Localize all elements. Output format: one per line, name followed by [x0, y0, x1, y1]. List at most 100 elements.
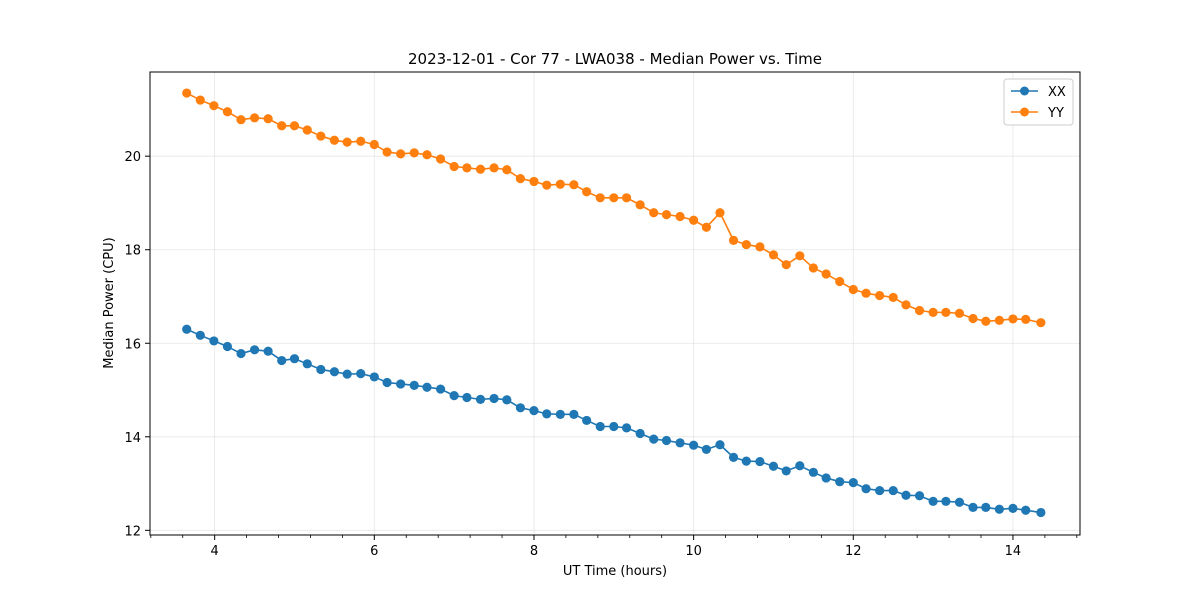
data-point-xx — [382, 377, 392, 388]
data-point-xx — [277, 355, 287, 366]
data-point-xx — [781, 466, 791, 476]
data-point-yy — [182, 88, 192, 98]
y-tick-label: 16 — [124, 337, 141, 352]
data-point-yy — [994, 315, 1004, 325]
data-point-xx — [914, 491, 925, 501]
data-point-yy — [768, 250, 779, 260]
data-point-yy — [968, 313, 978, 324]
data-point-xx — [462, 392, 472, 403]
data-point-yy — [542, 180, 552, 190]
data-point-xx — [888, 485, 898, 496]
data-point-xx — [356, 369, 366, 379]
data-point-yy — [954, 308, 965, 318]
data-point-xx — [621, 423, 632, 433]
data-point-xx — [848, 478, 858, 488]
data-point-yy — [462, 163, 472, 173]
data-point-xx — [661, 435, 672, 446]
data-point-yy — [755, 242, 765, 252]
data-point-xx — [835, 477, 845, 487]
data-point-yy — [689, 215, 699, 225]
data-point-yy — [595, 193, 605, 203]
data-point-yy — [475, 164, 486, 174]
data-point-xx — [329, 367, 340, 377]
y-tick-label: 20 — [124, 150, 141, 165]
data-point-xx — [182, 324, 192, 334]
data-point-xx — [489, 393, 499, 404]
x-axis-label: UT Time (hours) — [563, 564, 667, 579]
data-point-xx — [515, 403, 526, 413]
data-point-yy — [661, 210, 672, 220]
data-point-yy — [396, 149, 406, 159]
data-point-xx — [595, 421, 605, 432]
data-point-yy — [382, 147, 392, 157]
data-point-yy — [302, 125, 312, 135]
data-point-xx — [502, 395, 512, 405]
data-point-xx — [209, 336, 219, 346]
data-point-yy — [569, 180, 579, 190]
data-point-xx — [1036, 507, 1046, 518]
data-point-xx — [635, 428, 645, 439]
data-point-yy — [1021, 314, 1031, 325]
data-point-yy — [861, 288, 871, 298]
legend-label-yy: YY — [1047, 106, 1064, 121]
data-point-xx — [316, 364, 326, 375]
data-point-xx — [475, 394, 486, 404]
data-point-yy — [263, 114, 273, 124]
data-point-yy — [795, 251, 805, 261]
data-point-xx — [582, 415, 592, 426]
series-xx — [182, 324, 1046, 518]
series-yy — [182, 88, 1046, 328]
data-point-xx — [795, 461, 805, 471]
data-point-yy — [236, 115, 246, 125]
data-point-xx — [728, 452, 739, 462]
data-point-yy — [808, 263, 818, 273]
data-point-yy — [449, 161, 459, 172]
data-point-xx — [928, 496, 938, 506]
data-point-xx — [941, 496, 951, 506]
data-point-xx — [396, 379, 406, 389]
data-point-yy — [741, 239, 751, 250]
data-point-yy — [835, 276, 845, 287]
data-point-xx — [994, 504, 1004, 514]
data-point-yy — [635, 200, 645, 210]
data-point-yy — [781, 260, 791, 270]
data-point-xx — [689, 440, 699, 450]
data-point-yy — [821, 269, 831, 279]
data-point-yy — [609, 193, 619, 203]
x-tick-label: 10 — [685, 544, 702, 559]
data-point-yy — [555, 179, 565, 189]
ticks: 4 6 8 10 12 14 12 14 16 18 20 — [124, 150, 1078, 559]
data-point-yy — [941, 307, 951, 317]
data-point-yy — [848, 284, 858, 295]
legend-marker-yy — [1020, 107, 1029, 117]
data-point-yy — [1036, 318, 1046, 328]
data-point-yy — [715, 208, 725, 218]
data-point-xx — [609, 421, 619, 432]
data-point-yy — [515, 174, 526, 184]
x-tick-label: 4 — [211, 544, 219, 559]
data-point-xx — [861, 484, 871, 494]
data-point-xx — [409, 380, 419, 390]
data-point-xx — [569, 409, 579, 419]
data-point-yy — [222, 107, 233, 117]
plot-frame — [149, 71, 1081, 536]
series-layer — [182, 88, 1046, 518]
data-point-xx — [249, 345, 260, 355]
data-point-yy — [582, 187, 592, 197]
data-point-yy — [435, 154, 446, 164]
data-point-xx — [369, 372, 379, 382]
data-point-xx — [529, 405, 539, 416]
data-point-yy — [342, 137, 352, 147]
data-point-yy — [195, 95, 205, 105]
data-point-xx — [901, 490, 911, 500]
y-tick-label: 18 — [124, 244, 141, 259]
data-point-xx — [263, 346, 273, 356]
data-point-xx — [289, 354, 300, 364]
data-point-yy — [409, 148, 419, 158]
data-point-yy — [888, 292, 898, 303]
data-point-yy — [329, 135, 340, 145]
grid — [150, 72, 1080, 535]
data-point-yy — [901, 300, 911, 310]
data-point-yy — [914, 305, 925, 316]
